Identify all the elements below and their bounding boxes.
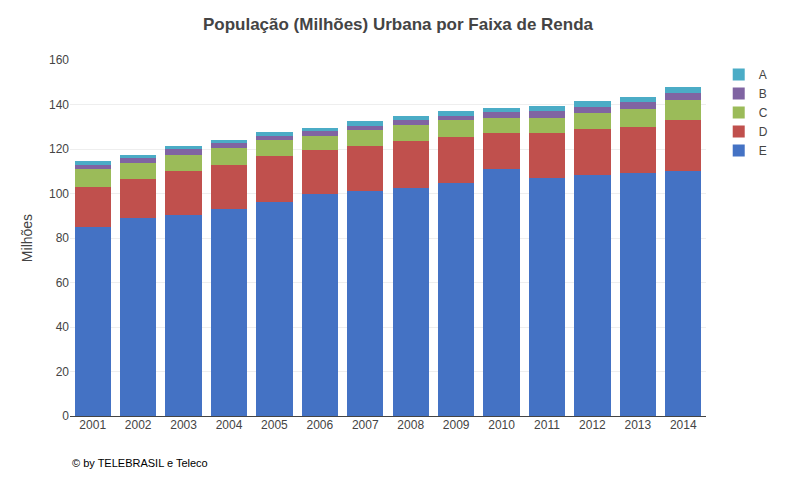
svg-text:A: A [759, 68, 767, 82]
svg-text:2006: 2006 [307, 418, 334, 432]
svg-text:2013: 2013 [625, 418, 652, 432]
svg-text:B: B [759, 87, 767, 101]
svg-text:2004: 2004 [216, 418, 243, 432]
svg-text:População (Milhões) Urbana por: População (Milhões) Urbana por Faixa de … [203, 15, 594, 34]
svg-text:2002: 2002 [125, 418, 152, 432]
svg-text:2001: 2001 [79, 418, 106, 432]
svg-text:60: 60 [56, 276, 70, 290]
svg-text:0: 0 [62, 409, 69, 423]
svg-text:2007: 2007 [352, 418, 379, 432]
svg-text:© by TELEBRASIL e Teleco: © by TELEBRASIL e Teleco [72, 457, 208, 469]
svg-text:2005: 2005 [261, 418, 288, 432]
svg-text:2014: 2014 [670, 418, 697, 432]
svg-text:160: 160 [49, 53, 69, 67]
svg-text:20: 20 [56, 365, 70, 379]
svg-text:2012: 2012 [579, 418, 606, 432]
svg-text:2010: 2010 [488, 418, 515, 432]
svg-text:80: 80 [56, 231, 70, 245]
svg-text:E: E [759, 144, 767, 158]
svg-text:100: 100 [49, 187, 69, 201]
svg-text:C: C [759, 106, 768, 120]
svg-text:2008: 2008 [397, 418, 424, 432]
svg-text:2011: 2011 [534, 418, 560, 432]
svg-text:120: 120 [49, 142, 69, 156]
svg-text:Milhões: Milhões [19, 214, 35, 262]
svg-text:140: 140 [49, 98, 69, 112]
svg-text:D: D [759, 125, 768, 139]
svg-text:40: 40 [56, 320, 70, 334]
svg-text:2009: 2009 [443, 418, 470, 432]
svg-text:2003: 2003 [170, 418, 197, 432]
